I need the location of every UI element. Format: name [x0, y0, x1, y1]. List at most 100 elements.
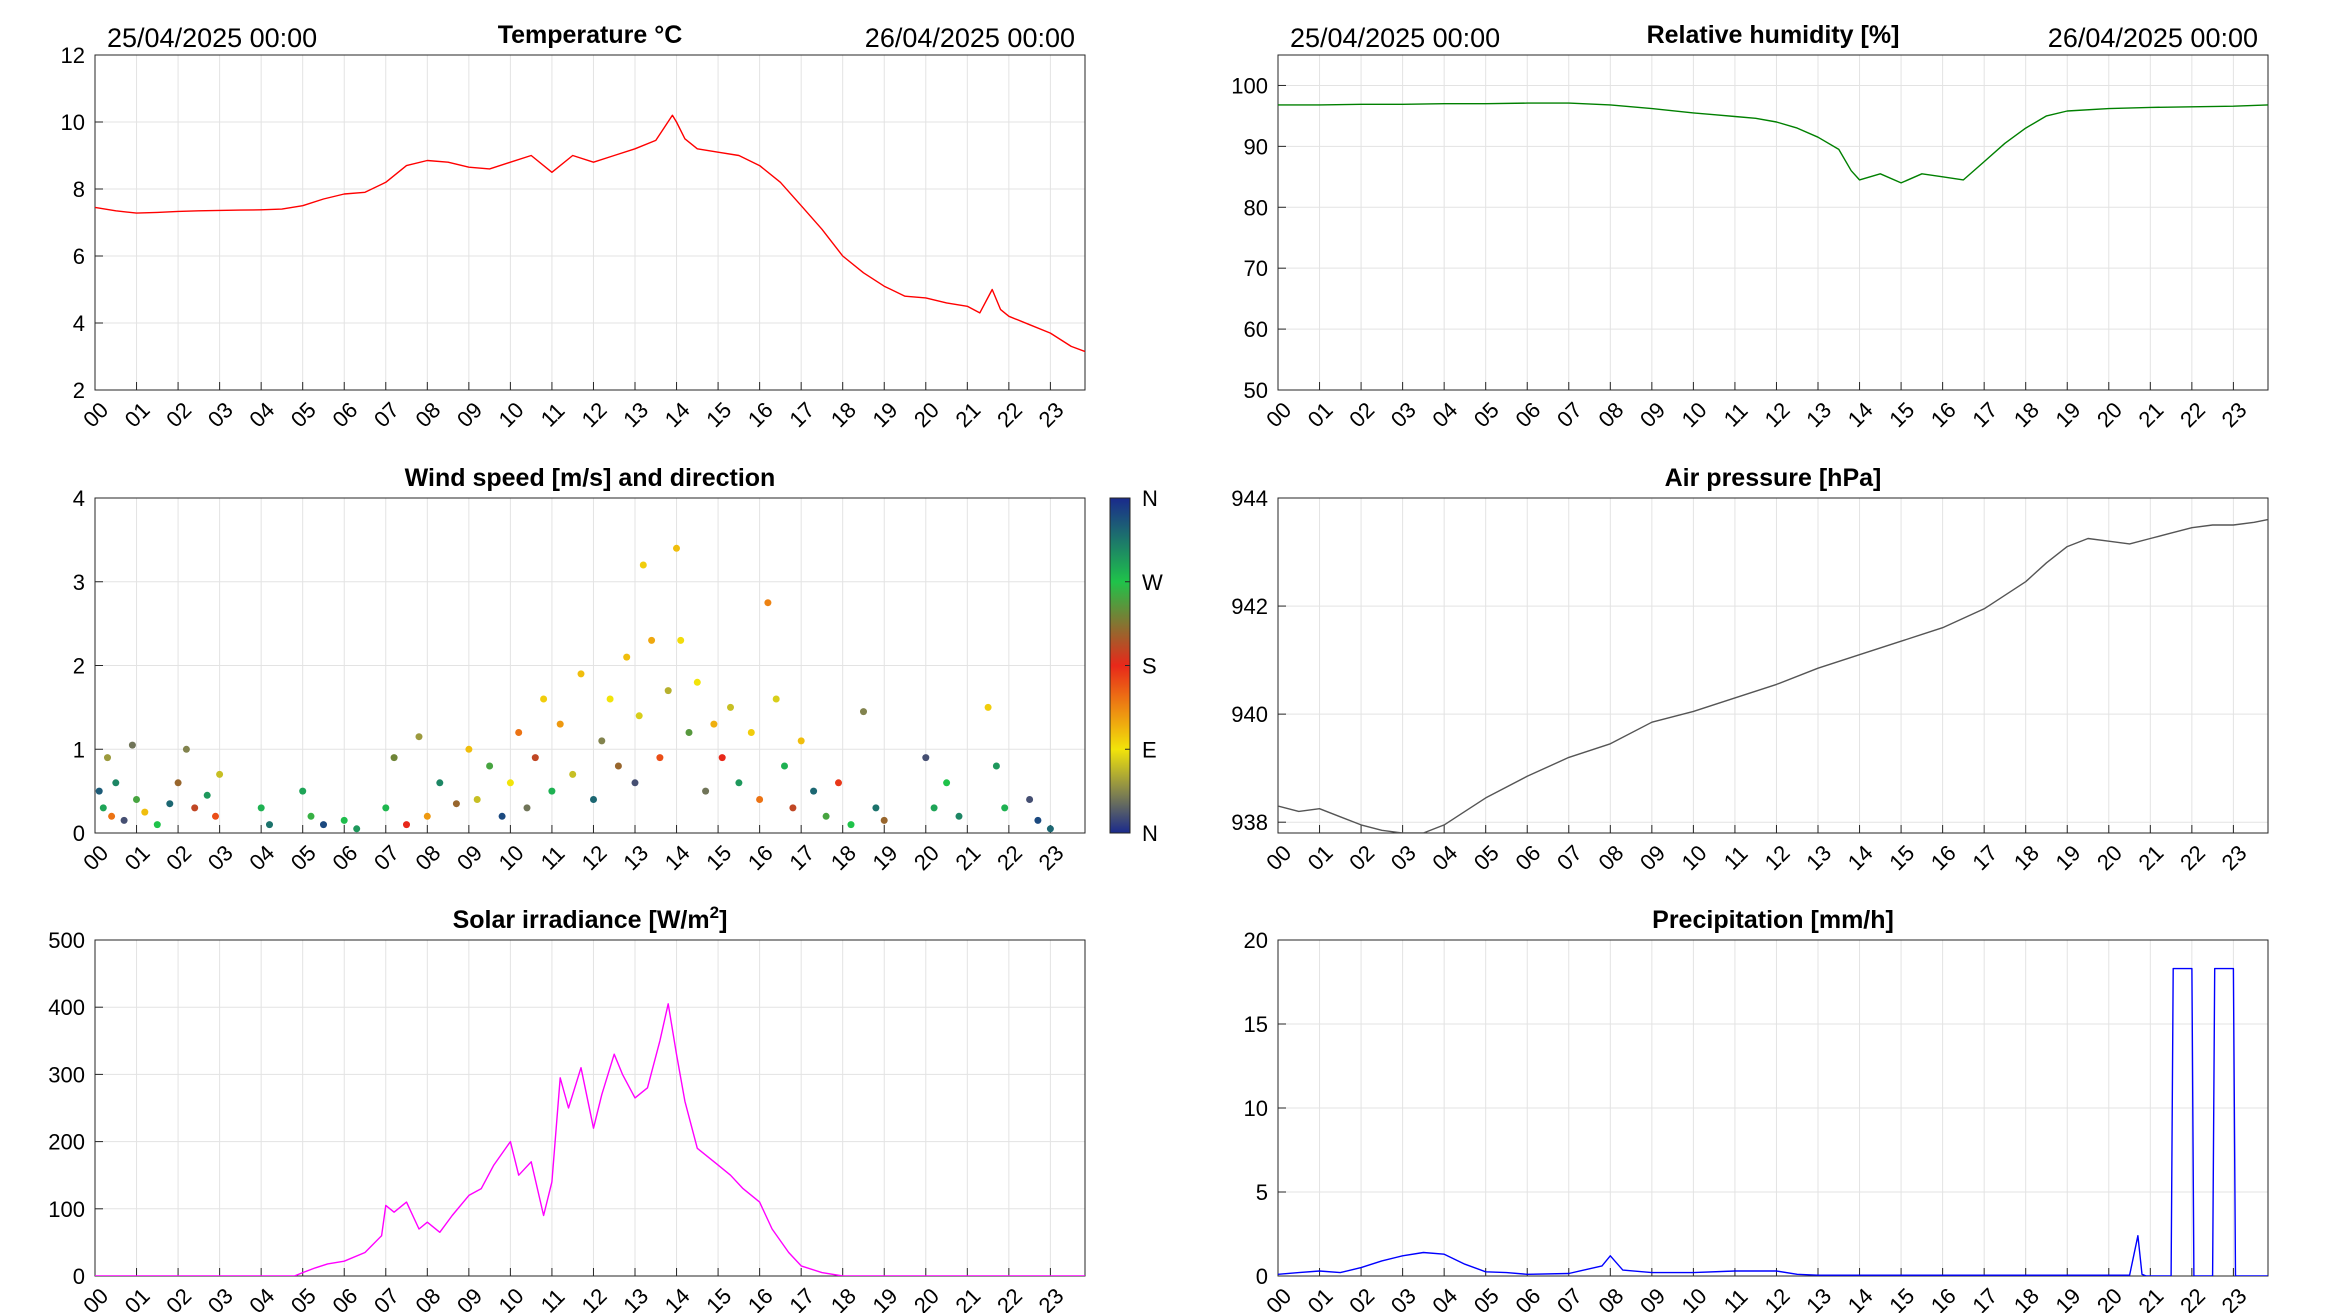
- x-tick-label: 17: [1967, 840, 2002, 875]
- x-tick-label: 20: [2092, 397, 2127, 432]
- x-tick-label: 02: [1344, 1283, 1379, 1313]
- wind-point: [847, 821, 855, 829]
- x-tick-label: 07: [369, 1283, 404, 1313]
- y-tick-label: 400: [48, 995, 85, 1020]
- y-tick-label: 5: [1256, 1180, 1268, 1205]
- y-tick-label: 10: [1244, 1096, 1268, 1121]
- wind-point: [390, 754, 398, 762]
- wind-point: [307, 812, 315, 820]
- x-tick-label: 09: [452, 840, 487, 875]
- x-tick-label: 18: [826, 840, 861, 875]
- chart-title-main: Solar irradiance [W/m: [453, 906, 710, 934]
- chart-title: Solar irradiance [W/m2]: [453, 903, 728, 934]
- x-tick-label: 05: [1469, 1283, 1504, 1313]
- y-tick-label: 500: [48, 928, 85, 953]
- x-tick-label: 02: [161, 840, 196, 875]
- series-line-solar: [95, 1003, 1085, 1276]
- x-tick-label: 01: [120, 840, 155, 875]
- chart-title: Air pressure [hPa]: [1665, 464, 1882, 492]
- wind-point: [112, 779, 120, 787]
- x-tick-label: 01: [1303, 1283, 1338, 1313]
- x-tick-label: 08: [411, 840, 446, 875]
- x-tick-label: 03: [1386, 1283, 1421, 1313]
- wind-point: [872, 804, 880, 812]
- wind-point: [423, 812, 431, 820]
- y-tick-label: 20: [1244, 928, 1268, 953]
- x-tick-label: 15: [1884, 1283, 1919, 1313]
- wind-point: [320, 821, 327, 829]
- wind-point: [486, 762, 494, 770]
- x-tick-label: 10: [494, 1283, 529, 1313]
- axes-box: [94, 54, 1086, 391]
- wind-point: [108, 812, 116, 820]
- x-tick-label: 11: [1719, 398, 1753, 432]
- x-tick-label: 21: [951, 397, 986, 432]
- x-tick-label: 03: [1386, 397, 1421, 432]
- y-tick-label: 70: [1244, 256, 1268, 281]
- x-tick-label: 21: [2134, 397, 2169, 432]
- wind-point: [203, 791, 211, 799]
- y-tick-label: 944: [1231, 486, 1268, 511]
- wind-point: [452, 800, 460, 808]
- x-tick-label: 05: [1469, 397, 1504, 432]
- wind-point: [772, 695, 780, 703]
- wind-point: [764, 599, 772, 607]
- x-tick-label: 03: [203, 397, 238, 432]
- x-tick-label: 23: [1034, 840, 1069, 875]
- wind-point: [590, 796, 597, 803]
- wind-point: [797, 737, 805, 745]
- x-tick-label: 22: [992, 1283, 1027, 1313]
- x-tick-label: 16: [1926, 1283, 1961, 1313]
- chart-title: Precipitation [mm/h]: [1652, 906, 1894, 934]
- wind-point: [789, 804, 797, 812]
- wind-point: [540, 695, 548, 703]
- wind-point: [465, 745, 473, 753]
- wind-point: [498, 812, 506, 820]
- wind-point: [191, 804, 199, 812]
- wind-point: [606, 695, 614, 703]
- x-tick-label: 01: [1303, 840, 1338, 875]
- wind-point: [95, 787, 103, 795]
- x-tick-label: 01: [1303, 397, 1338, 432]
- x-tick-label: 05: [286, 397, 321, 432]
- x-tick-label: 09: [1635, 397, 1670, 432]
- chart-title: Temperature °C: [498, 21, 683, 49]
- wind-point: [955, 812, 963, 820]
- wind-point: [174, 779, 182, 787]
- wind-point: [635, 712, 643, 720]
- x-tick-label: 14: [660, 1283, 695, 1313]
- wind-point: [353, 825, 361, 833]
- wind-point: [664, 687, 672, 695]
- x-tick-label: 21: [2134, 1283, 2169, 1313]
- wind-point: [735, 779, 743, 787]
- x-tick-label: 21: [951, 1283, 986, 1313]
- wind-point: [212, 812, 219, 820]
- series-line-humidity: [1278, 102, 2268, 184]
- y-tick-label: 90: [1244, 134, 1268, 159]
- colorbar-label: S: [1142, 654, 1157, 679]
- y-tick-label: 940: [1231, 702, 1268, 727]
- axes-box: [94, 939, 1086, 1277]
- x-tick-label: 13: [618, 1283, 653, 1313]
- wind-point: [639, 561, 647, 569]
- x-tick-label: 13: [618, 840, 653, 875]
- x-tick-label: 10: [1677, 840, 1712, 875]
- wind-point: [648, 636, 656, 644]
- wind-point: [673, 544, 680, 552]
- x-tick-label: 17: [1967, 397, 2002, 432]
- y-tick-label: 2: [73, 654, 85, 679]
- x-tick-label: 08: [411, 397, 446, 432]
- wind-point: [556, 720, 564, 728]
- wind-point: [266, 821, 273, 829]
- x-tick-label: 15: [1884, 840, 1919, 875]
- x-tick-label: 18: [2009, 1283, 2044, 1313]
- wind-point: [1034, 816, 1042, 824]
- y-tick-label: 50: [1244, 378, 1268, 403]
- y-tick-label: 1: [73, 737, 85, 762]
- x-tick-label: 06: [327, 840, 362, 875]
- y-tick-label: 0: [73, 821, 85, 846]
- wind-point: [1046, 825, 1054, 833]
- x-tick-label: 08: [1594, 1283, 1629, 1313]
- wind-point: [299, 787, 307, 795]
- y-tick-label: 942: [1231, 594, 1268, 619]
